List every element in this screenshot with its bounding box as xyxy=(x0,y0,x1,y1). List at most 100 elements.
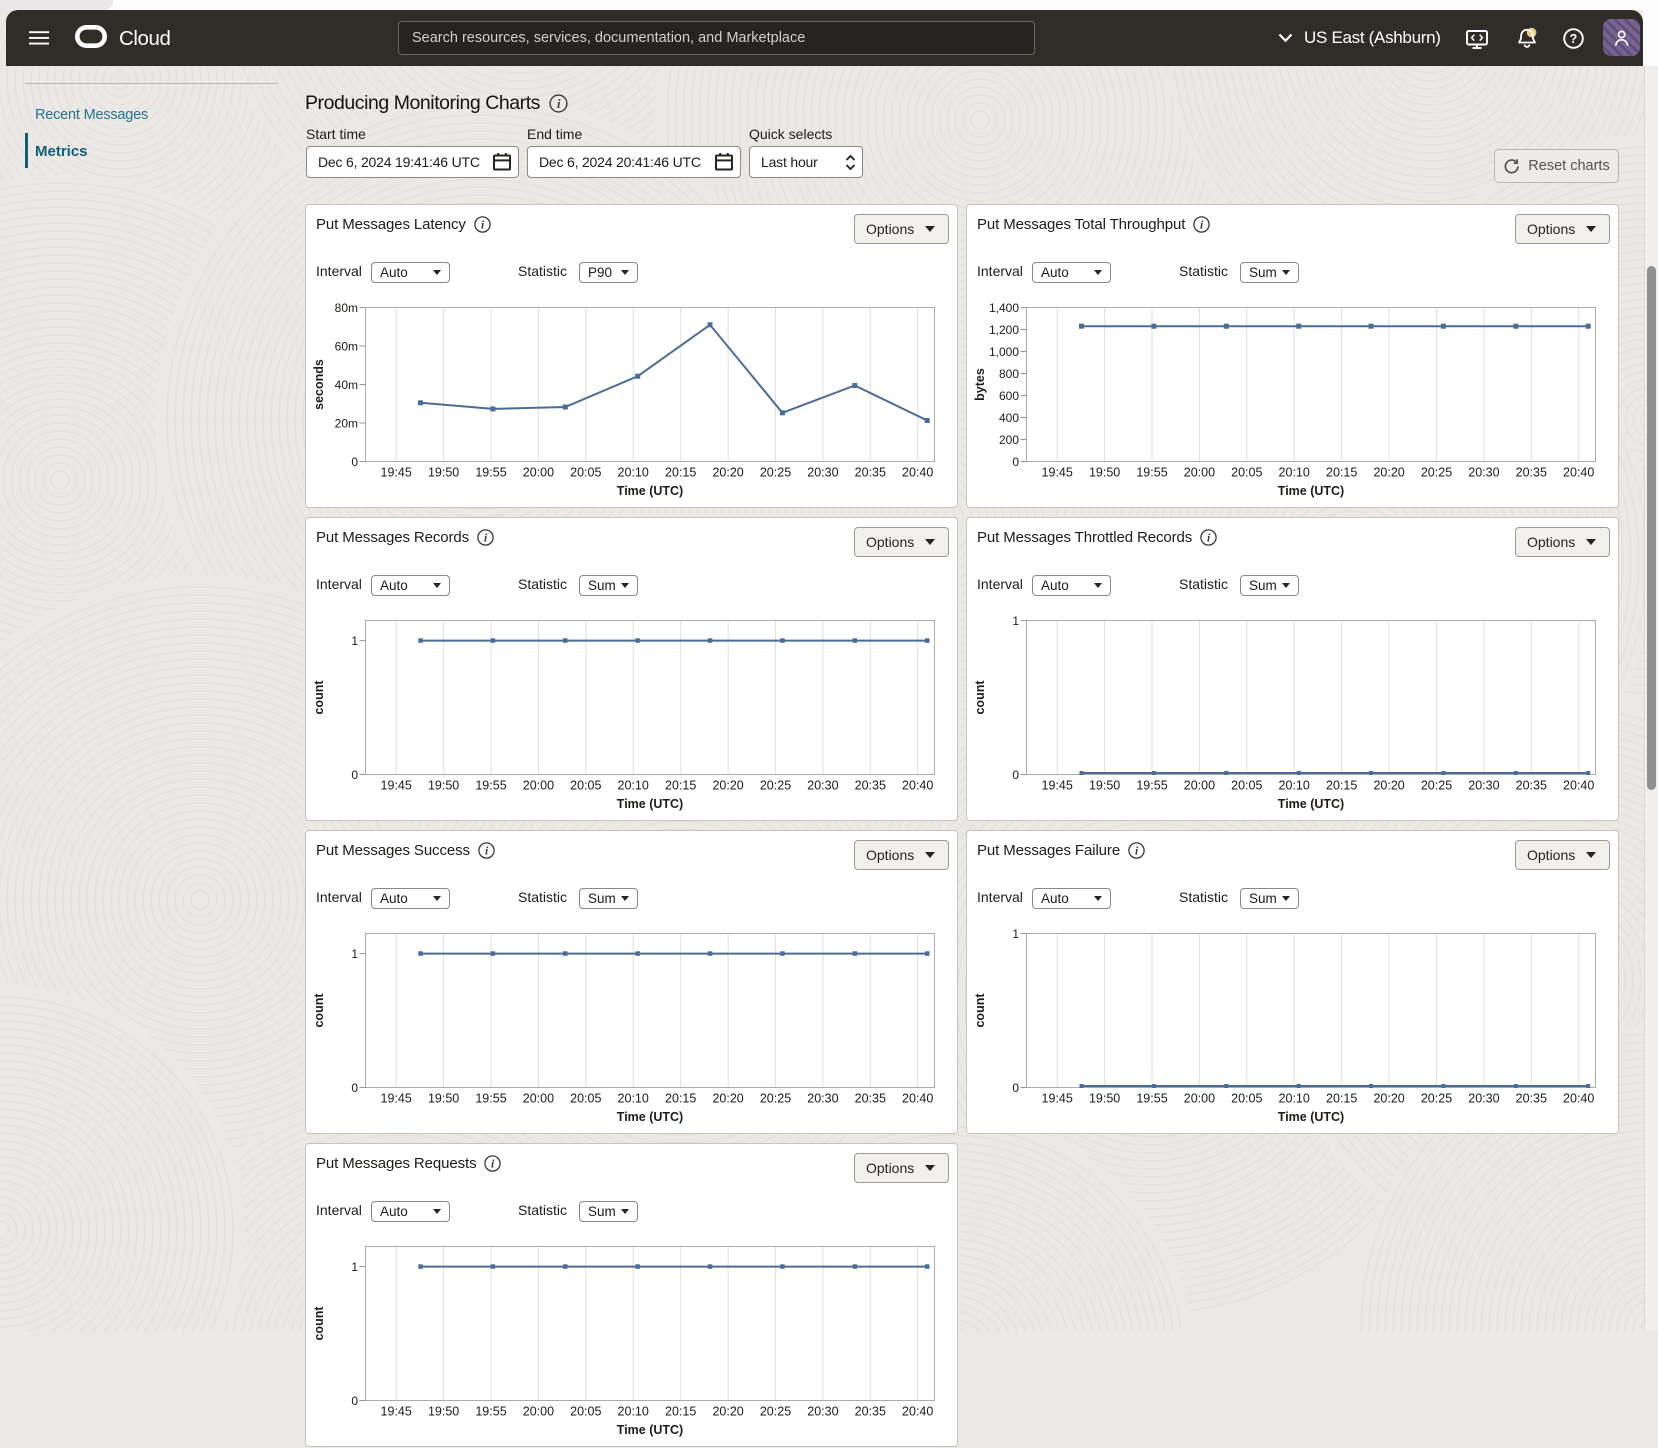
svg-text:Time (UTC): Time (UTC) xyxy=(617,797,683,811)
svg-text:800: 800 xyxy=(999,367,1019,381)
svg-text:20:20: 20:20 xyxy=(1373,779,1404,793)
svg-text:20:15: 20:15 xyxy=(665,466,696,480)
svg-text:20:05: 20:05 xyxy=(570,1405,601,1419)
svg-text:20:15: 20:15 xyxy=(1326,779,1357,793)
svg-text:20:00: 20:00 xyxy=(1184,1092,1215,1106)
svg-text:20:20: 20:20 xyxy=(712,466,743,480)
svg-text:600: 600 xyxy=(999,389,1019,403)
svg-text:19:55: 19:55 xyxy=(1136,466,1167,480)
svg-text:19:55: 19:55 xyxy=(475,779,506,793)
svg-text:1: 1 xyxy=(1012,614,1019,628)
svg-text:20:30: 20:30 xyxy=(1468,1092,1499,1106)
svg-text:20:35: 20:35 xyxy=(855,1092,886,1106)
svg-text:20:25: 20:25 xyxy=(1421,466,1452,480)
svg-text:20:30: 20:30 xyxy=(1468,779,1499,793)
svg-text:20:15: 20:15 xyxy=(1326,466,1357,480)
svg-text:20:35: 20:35 xyxy=(855,779,886,793)
svg-text:19:45: 19:45 xyxy=(381,779,412,793)
svg-text:20:10: 20:10 xyxy=(1279,779,1310,793)
svg-text:19:45: 19:45 xyxy=(1042,466,1073,480)
svg-text:20:25: 20:25 xyxy=(760,1092,791,1106)
svg-text:20:15: 20:15 xyxy=(1326,1092,1357,1106)
svg-text:19:45: 19:45 xyxy=(381,466,412,480)
svg-text:20:05: 20:05 xyxy=(1231,1092,1262,1106)
svg-text:19:55: 19:55 xyxy=(1136,1092,1167,1106)
svg-text:20:20: 20:20 xyxy=(712,779,743,793)
svg-text:20:10: 20:10 xyxy=(618,1405,649,1419)
svg-text:?: ? xyxy=(1570,32,1578,46)
svg-text:20:30: 20:30 xyxy=(807,779,838,793)
svg-text:20:40: 20:40 xyxy=(1563,466,1594,480)
svg-text:20:25: 20:25 xyxy=(760,1405,791,1419)
svg-text:20:10: 20:10 xyxy=(618,779,649,793)
svg-text:i: i xyxy=(1207,532,1211,544)
svg-text:20:35: 20:35 xyxy=(1516,466,1547,480)
svg-text:seconds: seconds xyxy=(312,359,326,410)
svg-text:1: 1 xyxy=(351,634,358,648)
svg-text:20:35: 20:35 xyxy=(855,466,886,480)
svg-text:20:00: 20:00 xyxy=(1184,779,1215,793)
svg-text:19:45: 19:45 xyxy=(1042,1092,1073,1106)
svg-text:20:40: 20:40 xyxy=(902,466,933,480)
svg-text:40m: 40m xyxy=(335,378,358,392)
svg-text:20:25: 20:25 xyxy=(760,466,791,480)
svg-text:0: 0 xyxy=(351,455,358,469)
svg-text:count: count xyxy=(312,680,326,715)
svg-text:19:50: 19:50 xyxy=(1089,779,1120,793)
svg-text:20:00: 20:00 xyxy=(523,779,554,793)
svg-text:20:05: 20:05 xyxy=(570,1092,601,1106)
svg-text:count: count xyxy=(312,1306,326,1341)
svg-text:20:15: 20:15 xyxy=(665,1405,696,1419)
svg-text:20:05: 20:05 xyxy=(1231,779,1262,793)
svg-text:19:50: 19:50 xyxy=(1089,466,1120,480)
svg-text:200: 200 xyxy=(999,433,1019,447)
svg-text:20:05: 20:05 xyxy=(570,466,601,480)
svg-text:i: i xyxy=(1135,845,1139,857)
svg-text:i: i xyxy=(491,1158,495,1170)
svg-text:20:10: 20:10 xyxy=(618,1092,649,1106)
svg-text:20:10: 20:10 xyxy=(1279,1092,1310,1106)
svg-text:20:35: 20:35 xyxy=(1516,779,1547,793)
svg-text:19:50: 19:50 xyxy=(428,1092,459,1106)
svg-text:19:45: 19:45 xyxy=(1042,779,1073,793)
svg-text:20:05: 20:05 xyxy=(1231,466,1262,480)
svg-text:Time (UTC): Time (UTC) xyxy=(1278,484,1344,498)
svg-text:1,000: 1,000 xyxy=(989,345,1019,359)
svg-text:20:00: 20:00 xyxy=(523,1092,554,1106)
svg-text:19:50: 19:50 xyxy=(428,466,459,480)
svg-text:i: i xyxy=(1200,219,1204,231)
svg-text:Time (UTC): Time (UTC) xyxy=(617,484,683,498)
svg-text:20:20: 20:20 xyxy=(1373,466,1404,480)
svg-text:20:40: 20:40 xyxy=(902,1092,933,1106)
svg-text:20:25: 20:25 xyxy=(1421,779,1452,793)
svg-text:0: 0 xyxy=(1012,768,1019,782)
svg-text:count: count xyxy=(973,680,987,715)
svg-text:1: 1 xyxy=(351,1260,358,1274)
svg-text:0: 0 xyxy=(351,768,358,782)
svg-text:count: count xyxy=(312,993,326,1028)
svg-text:i: i xyxy=(485,845,489,857)
svg-text:20:40: 20:40 xyxy=(1563,1092,1594,1106)
svg-text:20m: 20m xyxy=(335,417,358,431)
svg-text:20:20: 20:20 xyxy=(712,1405,743,1419)
svg-text:19:50: 19:50 xyxy=(1089,1092,1120,1106)
svg-text:20:35: 20:35 xyxy=(1516,1092,1547,1106)
svg-text:60m: 60m xyxy=(335,340,358,354)
svg-text:20:20: 20:20 xyxy=(1373,1092,1404,1106)
svg-text:400: 400 xyxy=(999,411,1019,425)
svg-text:80m: 80m xyxy=(335,301,358,315)
svg-text:bytes: bytes xyxy=(973,368,987,401)
svg-text:1: 1 xyxy=(351,947,358,961)
svg-text:0: 0 xyxy=(351,1081,358,1095)
svg-text:1,400: 1,400 xyxy=(989,301,1019,315)
svg-text:20:15: 20:15 xyxy=(665,1092,696,1106)
svg-text:20:35: 20:35 xyxy=(855,1405,886,1419)
svg-text:19:55: 19:55 xyxy=(1136,779,1167,793)
svg-text:0: 0 xyxy=(1012,455,1019,469)
svg-text:20:10: 20:10 xyxy=(1279,466,1310,480)
svg-text:20:05: 20:05 xyxy=(570,779,601,793)
svg-text:20:25: 20:25 xyxy=(760,779,791,793)
svg-text:20:40: 20:40 xyxy=(902,1405,933,1419)
svg-text:i: i xyxy=(481,219,485,231)
svg-text:1,200: 1,200 xyxy=(989,323,1019,337)
